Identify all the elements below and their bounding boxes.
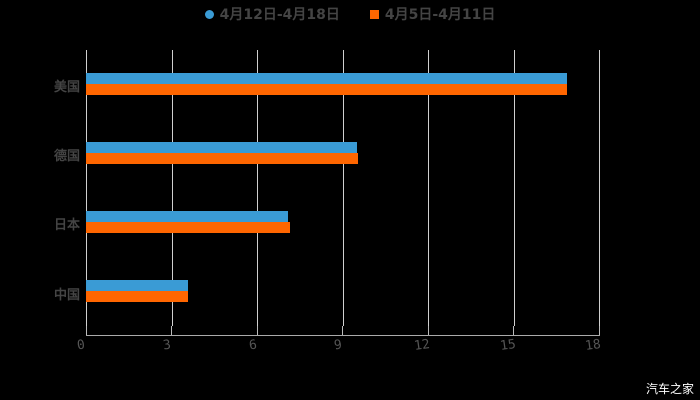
- x-tick-label: 9: [333, 337, 343, 354]
- x-tick: [342, 326, 343, 335]
- x-tick-label: 12: [413, 336, 431, 355]
- legend-label: 4月12日-4月18日: [219, 7, 340, 23]
- bar[interactable]: [86, 211, 289, 222]
- x-tick: [428, 326, 429, 335]
- plot-area: [86, 50, 600, 326]
- legend-label: 4月5日-4月11日: [384, 7, 496, 23]
- gridline: [342, 50, 344, 326]
- category-label-us: 美国: [53, 80, 80, 95]
- gridline: [599, 50, 600, 326]
- x-tick-label: 15: [499, 336, 517, 355]
- x-tick: [86, 326, 87, 335]
- gridline: [257, 50, 258, 326]
- x-axis-line: [86, 335, 600, 336]
- x-tick: [257, 326, 258, 335]
- bar[interactable]: [86, 84, 567, 95]
- x-tick: [171, 326, 172, 335]
- x-tick-label: 6: [248, 337, 258, 354]
- bar[interactable]: [86, 291, 189, 302]
- legend-item-series-1[interactable]: 4月12日-4月18日: [204, 4, 340, 24]
- bar[interactable]: [86, 73, 567, 84]
- legend-circle-icon: [204, 9, 214, 19]
- bar[interactable]: [86, 280, 189, 291]
- x-tick-label: 18: [584, 336, 602, 355]
- x-tick: [599, 326, 600, 335]
- category-label-china: 中国: [53, 288, 80, 303]
- gridline: [171, 50, 173, 326]
- x-tick-label: 0: [76, 337, 86, 354]
- x-tick: [513, 326, 514, 335]
- legend-item-series-2[interactable]: 4月5日-4月11日: [369, 4, 496, 24]
- category-label-germany: 德国: [53, 149, 80, 164]
- gridline: [86, 50, 87, 326]
- bar[interactable]: [86, 153, 358, 164]
- gridline: [428, 50, 429, 326]
- bar[interactable]: [86, 142, 357, 153]
- bar[interactable]: [86, 222, 291, 233]
- watermark: 汽车之家: [645, 382, 694, 396]
- chart-legend: 4月12日-4月18日 4月5日-4月11日: [0, 4, 700, 24]
- legend-square-icon: [369, 9, 379, 19]
- x-tick-label: 3: [162, 337, 172, 354]
- category-label-japan: 日本: [53, 218, 80, 233]
- gridline: [513, 50, 515, 326]
